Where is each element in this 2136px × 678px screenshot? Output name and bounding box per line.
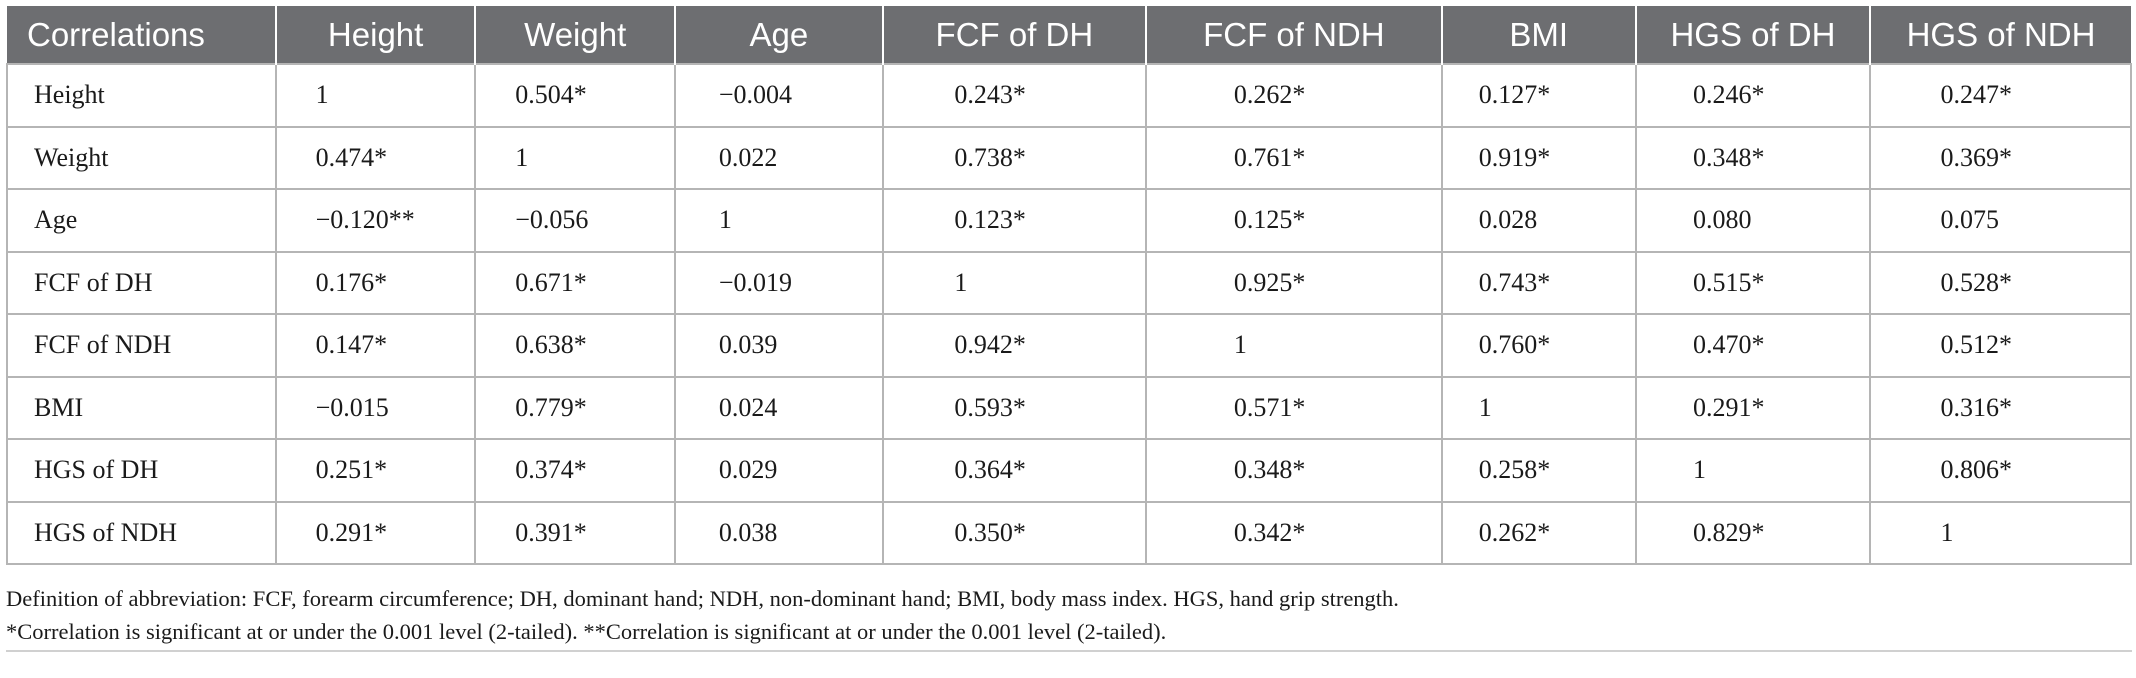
table-cell: 1 — [1634, 438, 1872, 503]
table-cell: −0.019 — [674, 250, 884, 315]
table-cell: 0.364* — [881, 438, 1148, 503]
header-hgs-dh: HGS of DH — [1634, 6, 1871, 64]
table-cell: 0.761* — [1145, 125, 1443, 190]
significance-note: *Correlation is significant at or under … — [6, 619, 1167, 644]
table-cell: 0.123* — [881, 188, 1148, 253]
table-cell: 0.593* — [881, 375, 1148, 440]
table-cell: 1 — [674, 188, 884, 253]
table-cell: 0.942* — [881, 313, 1148, 378]
header-bmi: BMI — [1440, 6, 1636, 64]
table-cell: 0.262* — [1145, 63, 1443, 128]
table-cell: 0.925* — [1145, 250, 1443, 315]
header-height: Height — [274, 6, 476, 64]
table-row: Height 1 0.504* −0.004 0.243* 0.262* 0.1… — [6, 63, 2132, 128]
table-cell: 0.829* — [1634, 500, 1872, 565]
table-cell: 0.038 — [674, 500, 884, 565]
table-cell: 0.247* — [1869, 63, 2132, 128]
table-footnotes: Definition of abbreviation: FCF, forearm… — [6, 582, 2132, 648]
table-cell: −0.015 — [274, 375, 477, 440]
table-row: Weight 0.474* 1 0.022 0.738* 0.761* 0.91… — [6, 125, 2132, 190]
table-cell: −0.004 — [674, 63, 884, 128]
table-row: Age −0.120** −0.056 1 0.123* 0.125* 0.02… — [6, 188, 2132, 253]
table-cell: 0.080 — [1634, 188, 1872, 253]
header-correlations: Correlations — [27, 15, 205, 53]
table-cell: 0.125* — [1145, 188, 1443, 253]
table-cell: 0.369* — [1869, 125, 2132, 190]
table-cell: 0.374* — [474, 438, 677, 503]
row-label: HGS of DH — [6, 438, 277, 503]
row-label: HGS of NDH — [6, 500, 277, 565]
row-label: Weight — [6, 125, 277, 190]
table-cell: 0.075 — [1869, 188, 2132, 253]
table-cell: 0.291* — [1634, 375, 1872, 440]
table-cell: 0.246* — [1634, 63, 1872, 128]
bottom-divider — [6, 650, 2132, 652]
table-cell: 0.638* — [474, 313, 677, 378]
header-fcf-ndh: FCF of NDH — [1145, 6, 1442, 64]
table-cell: 0.251* — [274, 438, 477, 503]
table-cell: 0.024 — [674, 375, 884, 440]
table-cell: 0.243* — [881, 63, 1148, 128]
table-row: BMI −0.015 0.779* 0.024 0.593* 0.571* 1 … — [6, 375, 2132, 440]
header-weight: Weight — [474, 6, 676, 64]
table-cell: 0.176* — [274, 250, 477, 315]
table-cell: 0.291* — [274, 500, 477, 565]
header-age: Age — [674, 6, 883, 64]
table-cell: 1 — [274, 63, 477, 128]
table-cell: 0.806* — [1869, 438, 2132, 503]
table-cell: 1 — [881, 250, 1148, 315]
table-cell: 0.029 — [674, 438, 884, 503]
table-cell: 0.743* — [1440, 250, 1637, 315]
row-label: FCF of DH — [6, 250, 277, 315]
table-cell: 0.348* — [1634, 125, 1872, 190]
header-hgs-ndh: HGS of NDH — [1869, 6, 2131, 64]
table-cell: 0.022 — [674, 125, 884, 190]
table-cell: 0.470* — [1634, 313, 1872, 378]
table-cell: 1 — [1440, 375, 1637, 440]
table-cell: 0.039 — [674, 313, 884, 378]
row-label: Height — [6, 63, 277, 128]
table-cell: 0.528* — [1869, 250, 2132, 315]
table-cell: 0.504* — [474, 63, 677, 128]
table-row: HGS of DH 0.251* 0.374* 0.029 0.364* 0.3… — [6, 438, 2132, 503]
table-cell: 0.342* — [1145, 500, 1443, 565]
table-cell: 0.779* — [474, 375, 677, 440]
table-cell: 0.738* — [881, 125, 1148, 190]
table-row: FCF of DH 0.176* 0.671* −0.019 1 0.925* … — [6, 250, 2132, 315]
table-cell: 1 — [474, 125, 677, 190]
table-cell: 0.028 — [1440, 188, 1637, 253]
table-cell: −0.056 — [474, 188, 677, 253]
table-cell: 0.760* — [1440, 313, 1637, 378]
abbreviation-definition-note: Definition of abbreviation: FCF, forearm… — [6, 586, 1399, 611]
table-body: Height 1 0.504* −0.004 0.243* 0.262* 0.1… — [6, 63, 2132, 565]
table-cell: 0.671* — [474, 250, 677, 315]
table-cell: 0.391* — [474, 500, 677, 565]
table-cell: 0.571* — [1145, 375, 1443, 440]
table-cell: 0.147* — [274, 313, 477, 378]
table-cell: −0.120** — [274, 188, 477, 253]
table-cell: 0.350* — [881, 500, 1148, 565]
correlation-table: Correlations Height Weight Age FCF of DH… — [6, 6, 2132, 565]
table-cell: 0.919* — [1440, 125, 1637, 190]
row-label: FCF of NDH — [6, 313, 277, 378]
row-label: BMI — [6, 375, 277, 440]
table-cell: 1 — [1145, 313, 1443, 378]
table-header-row: Correlations Height Weight Age FCF of DH… — [7, 6, 2131, 64]
table-cell: 0.127* — [1440, 63, 1637, 128]
table-cell: 0.474* — [274, 125, 477, 190]
table-row: HGS of NDH 0.291* 0.391* 0.038 0.350* 0.… — [6, 500, 2132, 565]
row-label: Age — [6, 188, 277, 253]
table-cell: 0.348* — [1145, 438, 1443, 503]
table-row: FCF of NDH 0.147* 0.638* 0.039 0.942* 1 … — [6, 313, 2132, 378]
table-cell: 0.515* — [1634, 250, 1872, 315]
table-cell: 0.512* — [1869, 313, 2132, 378]
table-cell: 0.258* — [1440, 438, 1637, 503]
header-fcf-dh: FCF of DH — [881, 6, 1147, 64]
table-cell: 0.316* — [1869, 375, 2132, 440]
correlation-table-container: Correlations Height Weight Age FCF of DH… — [6, 6, 2132, 565]
table-cell: 0.262* — [1440, 500, 1637, 565]
table-cell: 1 — [1869, 500, 2132, 565]
